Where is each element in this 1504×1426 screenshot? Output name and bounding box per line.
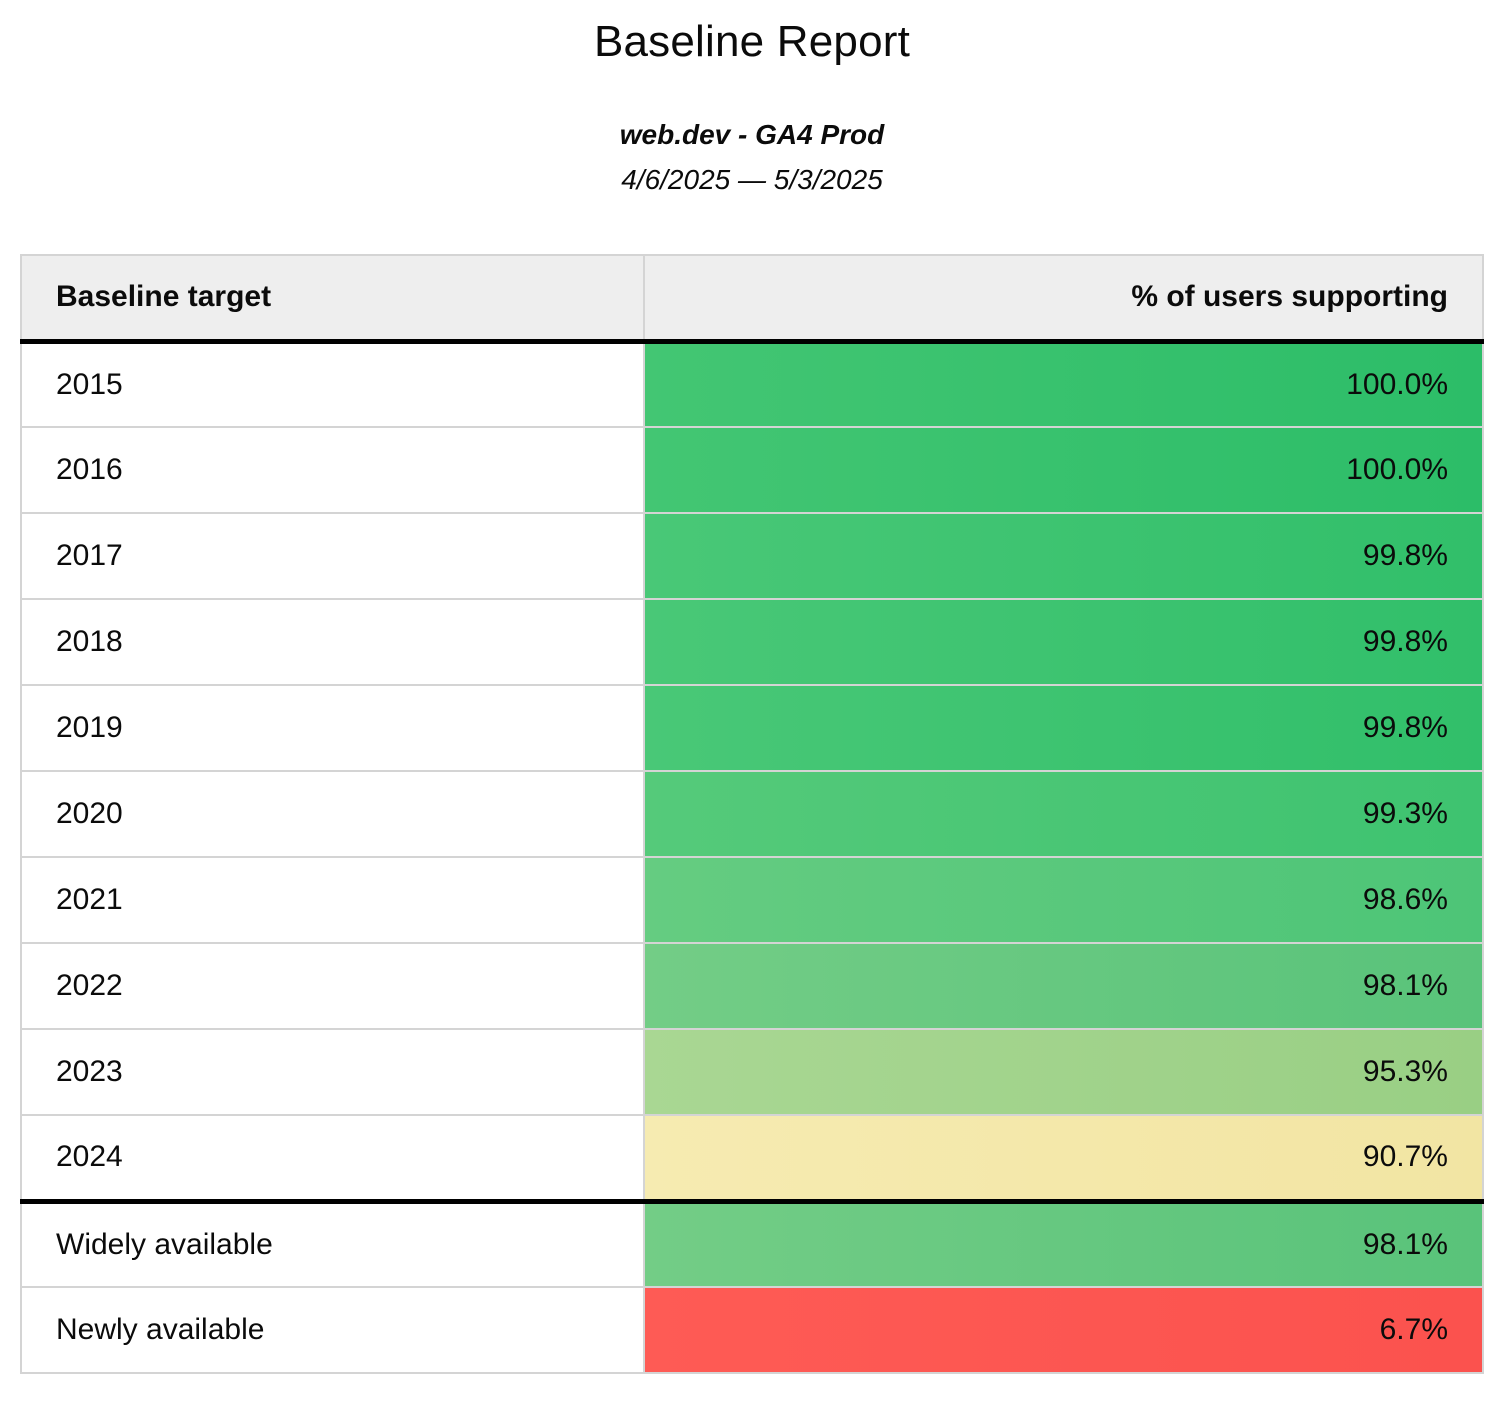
table-row: 2022 98.1% [21,942,1483,1029]
row-label-cell: 2021 [21,856,645,943]
report-page: Baseline Report web.dev - GA4 Prod 4/6/2… [0,14,1504,1394]
row-value-cell: 90.7% [643,1114,1483,1201]
row-label-cell: 2016 [21,426,645,513]
table-row: 2021 98.6% [21,856,1483,943]
row-label-cell: Widely available [21,1198,645,1287]
table-row: Widely available 98.1% [21,1198,1483,1287]
table-row: 2024 90.7% [21,1114,1483,1201]
baseline-report-table: Baseline target % of users supporting 20… [20,254,1484,1374]
table-header-row: Baseline target % of users supporting [21,255,1483,344]
table-row: 2020 99.3% [21,770,1483,857]
report-header: Baseline Report web.dev - GA4 Prod 4/6/2… [0,14,1504,197]
row-label-cell: 2023 [21,1028,645,1115]
row-value-cell: 98.1% [643,1198,1483,1287]
row-label-cell: 2017 [21,512,645,599]
table-row: 2018 99.8% [21,598,1483,685]
table-row: 2016 100.0% [21,426,1483,513]
row-value-cell: 99.8% [643,512,1483,599]
row-label-cell: 2020 [21,770,645,857]
row-label-cell: 2018 [21,598,645,685]
table-body: 2015 100.0% 2016 100.0% 2017 99.8% 2018 … [21,341,1483,1373]
row-value-cell: 99.8% [643,684,1483,771]
row-value-cell: 98.1% [643,942,1483,1029]
table-header: Baseline target % of users supporting [21,255,1483,344]
table-row: Newly available 6.7% [21,1286,1483,1373]
row-label-cell: 2019 [21,684,645,771]
row-label-cell: 2022 [21,942,645,1029]
row-value-cell: 99.3% [643,770,1483,857]
report-subtitle: web.dev - GA4 Prod [619,119,885,150]
table-row: 2019 99.8% [21,684,1483,771]
row-value-cell: 99.8% [643,598,1483,685]
row-label-cell: Newly available [21,1286,645,1373]
table-row: 2017 99.8% [21,512,1483,599]
row-label-cell: 2015 [21,341,645,427]
row-label-cell: 2024 [21,1114,645,1201]
row-value-cell: 100.0% [643,341,1483,427]
column-header-users-supporting: % of users supporting [643,255,1483,344]
column-header-baseline-target: Baseline target [21,255,645,344]
table-row: 2023 95.3% [21,1028,1483,1115]
page-title: Baseline Report [593,17,911,66]
row-value-cell: 6.7% [643,1286,1483,1373]
table-row: 2015 100.0% [21,341,1483,427]
report-date-range: 4/6/2025 — 5/3/2025 [621,164,883,195]
row-value-cell: 100.0% [643,426,1483,513]
row-value-cell: 95.3% [643,1028,1483,1115]
row-value-cell: 98.6% [643,856,1483,943]
